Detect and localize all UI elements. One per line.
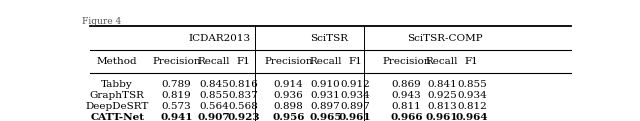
Text: 0.931: 0.931	[310, 91, 340, 100]
Text: 0.869: 0.869	[392, 80, 421, 89]
Text: SciTSR-COMP: SciTSR-COMP	[407, 34, 483, 43]
Text: 0.912: 0.912	[340, 80, 370, 89]
Text: 0.961: 0.961	[426, 113, 458, 121]
Text: 0.943: 0.943	[392, 91, 421, 100]
Text: GraphTSR: GraphTSR	[90, 91, 145, 100]
Text: 0.573: 0.573	[162, 102, 191, 111]
Text: 0.965: 0.965	[309, 113, 342, 121]
Text: 0.910: 0.910	[310, 80, 340, 89]
Text: 0.956: 0.956	[272, 113, 305, 121]
Text: DeepDeSRT: DeepDeSRT	[86, 102, 149, 111]
Text: 0.964: 0.964	[456, 113, 488, 121]
Text: 0.789: 0.789	[162, 80, 191, 89]
Text: 0.897: 0.897	[340, 102, 370, 111]
Text: 0.845: 0.845	[199, 80, 228, 89]
Text: 0.934: 0.934	[340, 91, 370, 100]
Text: Precision: Precision	[382, 57, 431, 66]
Text: F1: F1	[465, 57, 479, 66]
Text: F1: F1	[348, 57, 362, 66]
Text: 0.837: 0.837	[229, 91, 259, 100]
Text: Precision: Precision	[152, 57, 201, 66]
Text: 0.941: 0.941	[161, 113, 193, 121]
Text: 0.841: 0.841	[428, 80, 457, 89]
Text: 0.936: 0.936	[273, 91, 303, 100]
Text: 0.966: 0.966	[390, 113, 422, 121]
Text: Recall: Recall	[426, 57, 458, 66]
Text: 0.564: 0.564	[199, 102, 228, 111]
Text: 0.907: 0.907	[198, 113, 230, 121]
Text: Figure 4: Figure 4	[83, 17, 122, 26]
Text: 0.816: 0.816	[229, 80, 259, 89]
Text: SciTSR: SciTSR	[310, 34, 348, 43]
Text: Method: Method	[97, 57, 138, 66]
Text: 0.813: 0.813	[428, 102, 457, 111]
Text: 0.811: 0.811	[392, 102, 421, 111]
Text: 0.819: 0.819	[162, 91, 191, 100]
Text: 0.923: 0.923	[227, 113, 260, 121]
Text: 0.897: 0.897	[310, 102, 340, 111]
Text: 0.961: 0.961	[339, 113, 372, 121]
Text: CATT-Net: CATT-Net	[90, 113, 144, 121]
Text: ICDAR2013: ICDAR2013	[189, 34, 251, 43]
Text: Recall: Recall	[198, 57, 230, 66]
Text: 0.855: 0.855	[199, 91, 228, 100]
Text: 0.812: 0.812	[457, 102, 486, 111]
Text: 0.568: 0.568	[229, 102, 259, 111]
Text: 0.855: 0.855	[457, 80, 486, 89]
Text: 0.934: 0.934	[457, 91, 486, 100]
Text: Recall: Recall	[309, 57, 342, 66]
Text: 0.914: 0.914	[273, 80, 303, 89]
Text: 0.925: 0.925	[428, 91, 457, 100]
Text: F1: F1	[237, 57, 250, 66]
Text: Precision: Precision	[264, 57, 312, 66]
Text: Tabby: Tabby	[101, 80, 133, 89]
Text: 0.898: 0.898	[273, 102, 303, 111]
